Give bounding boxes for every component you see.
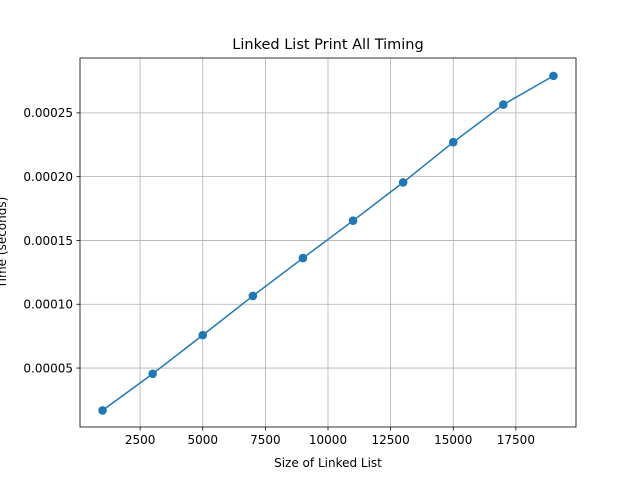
y-tick-label: 0.00020 bbox=[23, 170, 73, 184]
series-layer bbox=[98, 71, 558, 415]
y-tick-label: 0.00015 bbox=[23, 234, 73, 248]
x-tick-label: 10000 bbox=[309, 433, 347, 447]
data-point bbox=[448, 137, 458, 147]
x-tick-label: 15000 bbox=[434, 433, 472, 447]
y-tick-label: 0.00025 bbox=[23, 106, 73, 120]
x-tick-label: 17500 bbox=[497, 433, 535, 447]
data-point bbox=[348, 216, 358, 225]
data-point bbox=[98, 406, 107, 415]
data-point bbox=[298, 253, 308, 263]
x-tick-label: 2500 bbox=[125, 433, 156, 447]
x-tick-label: 12500 bbox=[372, 433, 410, 447]
x-axis-label: Size of Linked List bbox=[274, 456, 382, 470]
axes-layer: 2500 5000 7500 10000 12500 15000 17500 0.00005 0… bbox=[23, 57, 577, 447]
data-point bbox=[549, 71, 558, 81]
series-line bbox=[102, 75, 554, 412]
x-tick-label: 7500 bbox=[250, 433, 281, 447]
data-point bbox=[148, 369, 157, 379]
chart-title: Linked List Print All Timing bbox=[232, 37, 423, 53]
data-point bbox=[398, 178, 408, 187]
x-tick-label: 5000 bbox=[187, 433, 218, 447]
data-point bbox=[499, 100, 508, 109]
data-point bbox=[198, 330, 208, 340]
y-tick-label: 0.00005 bbox=[23, 361, 73, 375]
y-tick-label: 0.00010 bbox=[23, 298, 73, 312]
y-axis-label: Time (seconds) bbox=[0, 197, 9, 290]
data-point bbox=[248, 291, 258, 301]
grid-layer bbox=[80, 58, 576, 427]
